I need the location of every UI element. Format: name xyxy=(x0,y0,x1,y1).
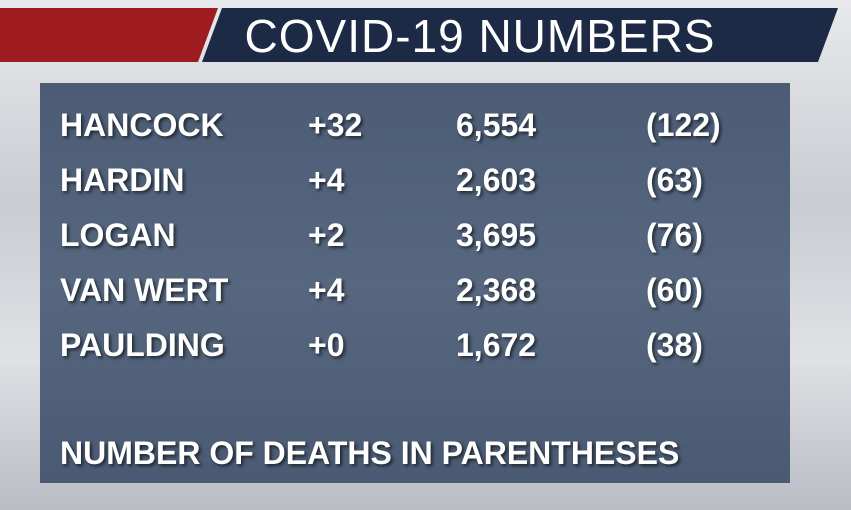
table-panel: NUMBER OF DEATHS IN PARENTHESES HANCOCK +… xyxy=(40,83,790,483)
deaths: (60) xyxy=(646,272,703,308)
county: VAN WERT xyxy=(60,272,229,308)
total-cases: 6,554 xyxy=(456,107,537,143)
total-cases: 3,695 xyxy=(456,217,537,253)
new-cases: +32 xyxy=(308,107,363,143)
new-cases: +4 xyxy=(308,162,345,198)
county: HANCOCK xyxy=(60,107,224,143)
new-cases: +0 xyxy=(308,327,345,363)
deaths: (63) xyxy=(646,162,703,198)
banner xyxy=(0,8,838,62)
county: PAULDING xyxy=(60,327,225,363)
banner-red xyxy=(0,8,218,62)
deaths: (122) xyxy=(646,107,721,143)
total-cases: 1,672 xyxy=(456,327,537,363)
total-cases: 2,603 xyxy=(456,162,537,198)
deaths: (76) xyxy=(646,217,703,253)
county: HARDIN xyxy=(60,162,185,198)
new-cases: +4 xyxy=(308,272,345,308)
total-cases: 2,368 xyxy=(456,272,537,308)
banner-navy xyxy=(202,8,838,62)
footnote: NUMBER OF DEATHS IN PARENTHESES xyxy=(60,435,680,471)
county: LOGAN xyxy=(60,217,176,253)
new-cases: +2 xyxy=(308,217,345,253)
deaths: (38) xyxy=(646,327,703,363)
title: COVID-19 NUMBERS xyxy=(244,10,716,62)
